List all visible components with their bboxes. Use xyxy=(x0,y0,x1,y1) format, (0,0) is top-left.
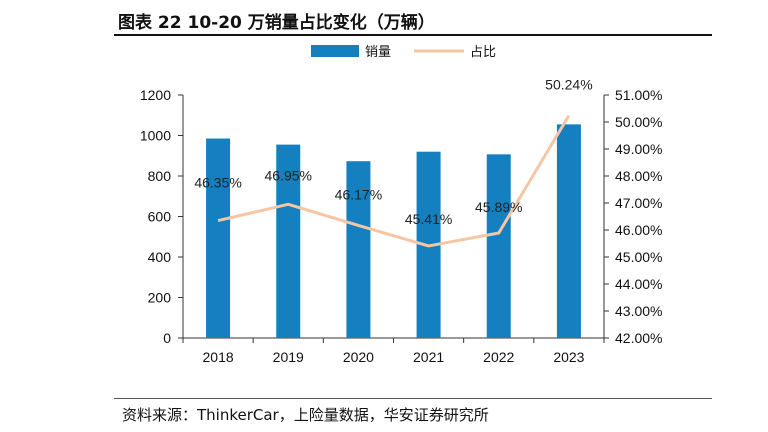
x-tick-label: 2019 xyxy=(273,349,304,365)
y-right-tick-label: 45.00% xyxy=(615,249,662,265)
y-right-tick-label: 43.00% xyxy=(615,303,662,319)
x-tick-label: 2022 xyxy=(483,349,514,365)
legend-label-bar: 销量 xyxy=(365,44,391,59)
y-right-tick-label: 42.00% xyxy=(615,330,662,346)
source-note: 资料来源：ThinkerCar，上险量数据，华安证券研究所 xyxy=(122,406,489,424)
bar-2019 xyxy=(276,144,301,338)
data-label-2019: 46.95% xyxy=(265,167,312,183)
y-right-tick-label: 51.00% xyxy=(615,87,662,103)
bar-2018 xyxy=(206,138,231,338)
source-rule xyxy=(114,398,712,399)
y-left-tick-label: 400 xyxy=(148,249,172,265)
data-label-2022: 45.89% xyxy=(475,199,522,215)
x-tick-label: 2020 xyxy=(343,349,374,365)
y-left-tick-label: 0 xyxy=(163,330,171,346)
x-tick-label: 2021 xyxy=(413,349,444,365)
x-tick-label: 2023 xyxy=(553,349,584,365)
bar-2020 xyxy=(346,161,371,338)
data-label-2018: 46.35% xyxy=(194,175,241,191)
legend-swatch-bar xyxy=(311,45,359,57)
figure-title: 图表 22 10-20 万销量占比变化（万辆） xyxy=(118,13,435,33)
y-left-tick-label: 800 xyxy=(148,168,172,184)
y-right-tick-label: 49.00% xyxy=(615,141,662,157)
y-right-tick-label: 48.00% xyxy=(615,168,662,184)
y-right-tick-label: 50.00% xyxy=(615,114,662,130)
y-right-tick-label: 46.00% xyxy=(615,222,662,238)
y-right-tick-label: 44.00% xyxy=(615,276,662,292)
y-left-tick-label: 600 xyxy=(148,209,172,225)
y-left-tick-label: 1000 xyxy=(140,128,171,144)
data-label-2023: 50.24% xyxy=(545,77,592,93)
y-left-tick-label: 200 xyxy=(148,290,172,306)
share-line xyxy=(217,114,571,248)
y-right-tick-label: 47.00% xyxy=(615,195,662,211)
y-left-tick-label: 1200 xyxy=(140,87,171,103)
x-tick-label: 2018 xyxy=(203,349,234,365)
data-label-2020: 46.17% xyxy=(335,186,382,202)
data-label-2021: 45.41% xyxy=(405,211,452,227)
title-rule xyxy=(114,34,712,36)
bar-2022 xyxy=(486,154,511,338)
legend-label-line: 占比 xyxy=(470,44,496,59)
bar-2023 xyxy=(556,124,581,338)
